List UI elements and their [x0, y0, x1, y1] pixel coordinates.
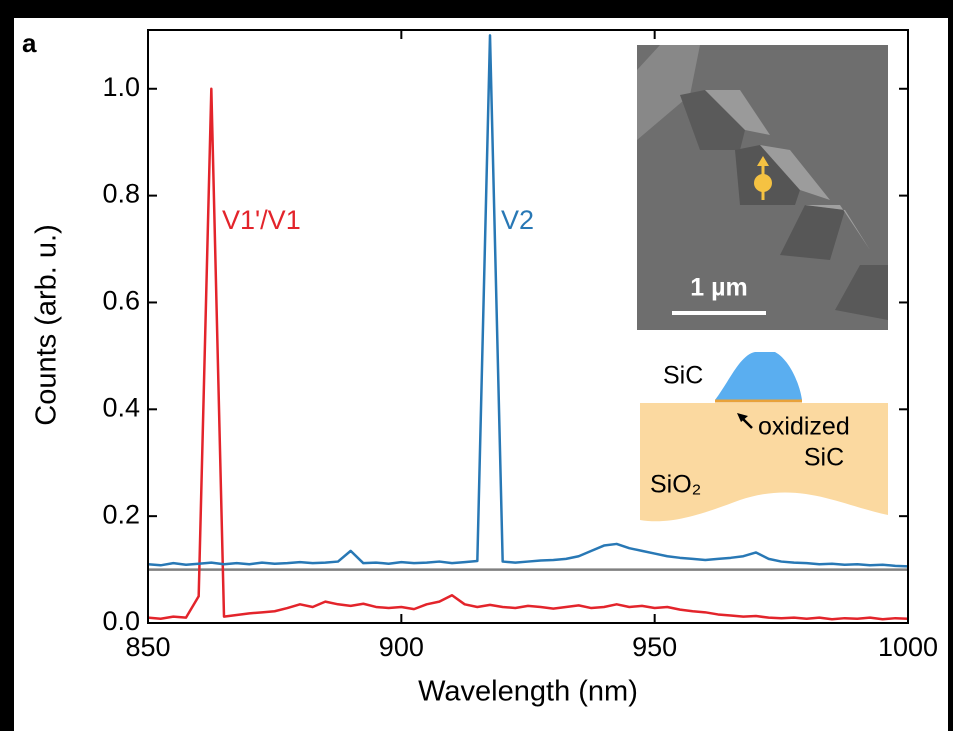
interface-label: SiC — [804, 444, 844, 472]
page: {"chart_data": { "type": "line", "panel_… — [0, 0, 953, 731]
substrate-label: SiO₂ — [650, 471, 701, 499]
interface-label: oxidized — [758, 413, 850, 441]
y-tick-label: 0.4 — [102, 392, 140, 422]
chart: 1 µm SiC oxidized SiC SiO₂ a Wavelength … — [0, 0, 953, 731]
x-tick-label: 850 — [125, 632, 170, 662]
y-tick-label: 0.2 — [102, 499, 140, 529]
sem-image: 1 µm — [637, 45, 888, 330]
annotation: V2 — [501, 205, 534, 235]
dome-label: SiC — [663, 362, 703, 390]
y-tick-label: 0.6 — [102, 286, 140, 316]
y-tick-label: 0.0 — [102, 606, 140, 636]
panel-label: a — [22, 28, 37, 58]
y-axis-label: Counts (arb. u.) — [31, 224, 63, 425]
annotation: V1'/V1 — [222, 205, 301, 235]
x-tick-label: 1000 — [878, 632, 938, 662]
x-tick-label: 900 — [379, 632, 424, 662]
y-tick-label: 1.0 — [102, 72, 140, 102]
y-tick-label: 0.8 — [102, 179, 140, 209]
scale-bar-label: 1 µm — [690, 274, 747, 302]
x-tick-label: 950 — [632, 632, 677, 662]
x-axis-label: Wavelength (nm) — [418, 676, 638, 708]
